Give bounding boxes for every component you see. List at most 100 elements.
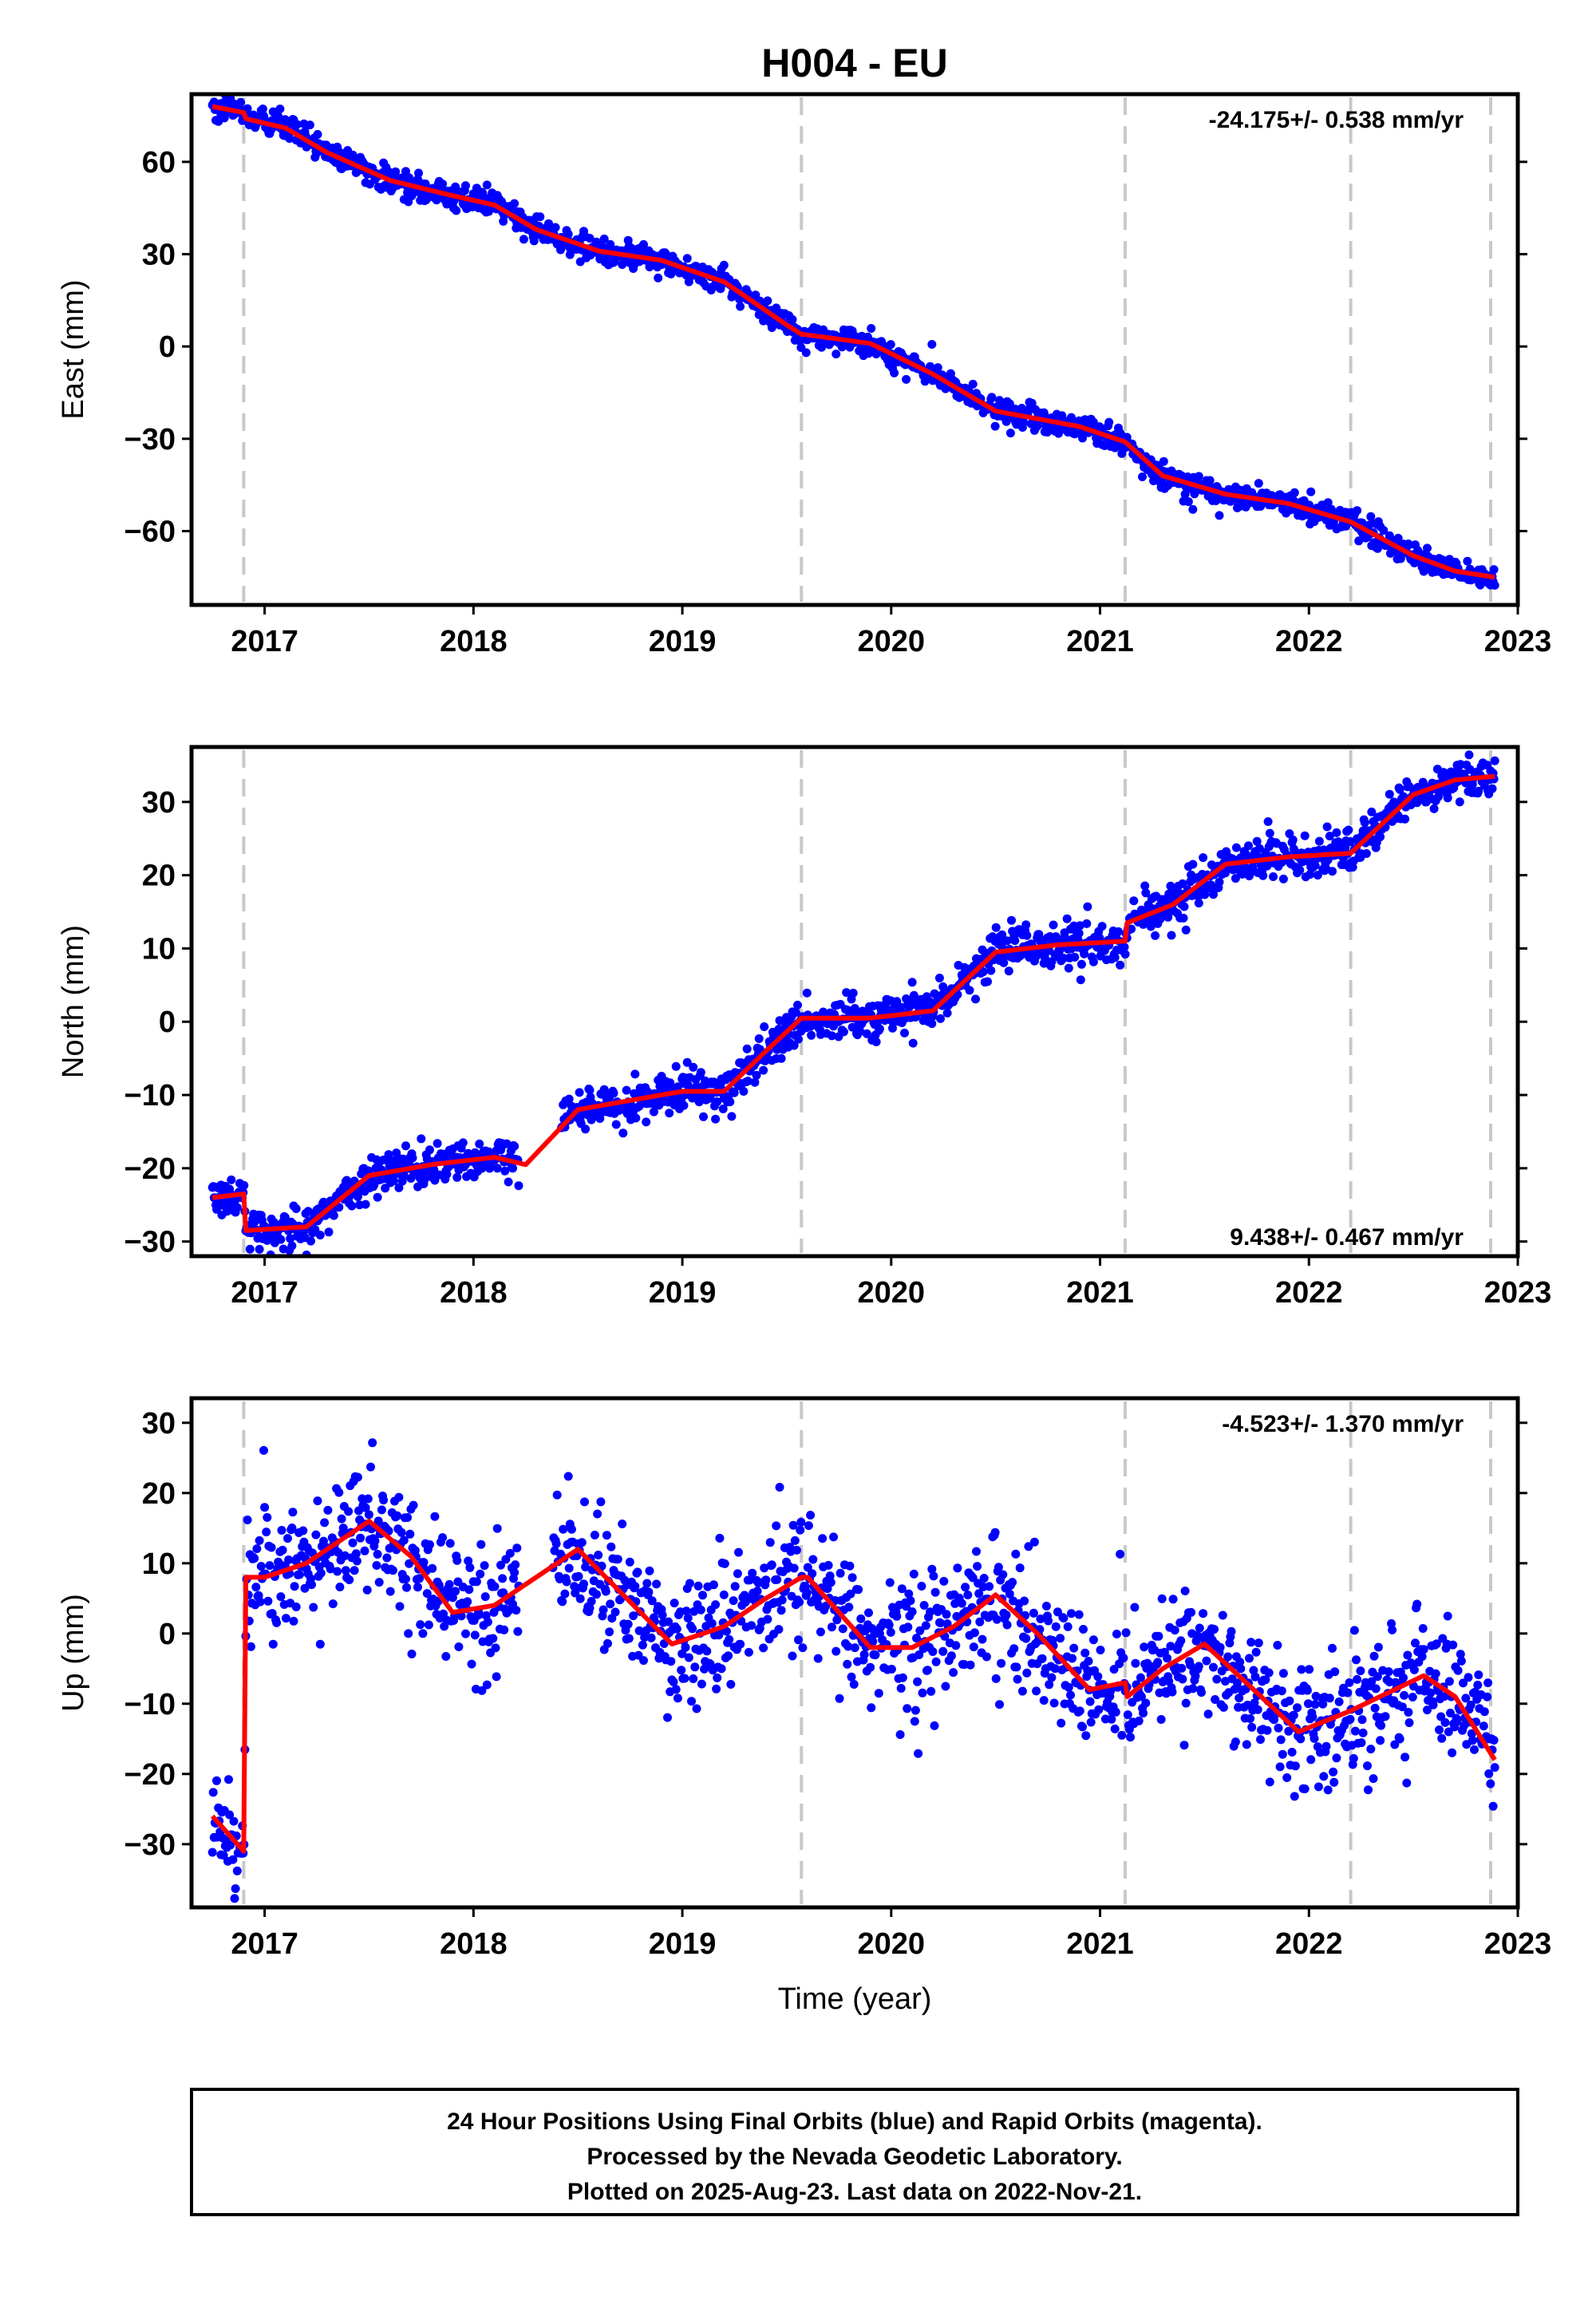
data-point <box>1252 836 1262 846</box>
data-point <box>498 1574 508 1583</box>
data-point <box>792 1545 801 1555</box>
data-point <box>658 1611 667 1620</box>
data-point <box>696 1068 705 1077</box>
data-point <box>796 1525 805 1535</box>
data-point <box>1443 793 1452 803</box>
data-point <box>344 1507 354 1516</box>
data-point <box>826 1578 836 1587</box>
data-point <box>252 1544 262 1554</box>
data-point <box>1275 1762 1285 1772</box>
data-point <box>646 1633 656 1642</box>
data-point <box>1180 1587 1190 1595</box>
data-point <box>634 1626 644 1635</box>
data-point <box>1352 1655 1361 1665</box>
data-point <box>1082 919 1092 928</box>
data-point <box>504 1177 513 1187</box>
data-point <box>551 223 560 232</box>
data-point <box>430 1512 440 1521</box>
data-point <box>844 1603 854 1612</box>
data-point <box>712 1684 721 1694</box>
data-point <box>463 1597 472 1607</box>
data-point <box>281 1614 290 1623</box>
data-point <box>393 1511 402 1520</box>
data-point <box>1344 825 1353 835</box>
data-point <box>642 1117 651 1127</box>
data-point <box>971 994 980 1004</box>
data-point <box>1474 1670 1483 1680</box>
data-point <box>1110 1724 1120 1733</box>
y-axis-label: North (mm) <box>57 925 90 1078</box>
x-tick-label: 2017 <box>231 1927 298 1961</box>
data-point <box>1021 1634 1031 1643</box>
data-point <box>868 1637 878 1646</box>
y-tick-label: 10 <box>142 1547 176 1581</box>
x-tick-label: 2021 <box>1066 625 1134 658</box>
data-point <box>720 1559 729 1568</box>
x-tick-label: 2023 <box>1484 625 1552 658</box>
y-tick-label: 0 <box>159 330 176 364</box>
data-point <box>1409 1665 1419 1674</box>
data-point <box>1157 1594 1167 1603</box>
data-point <box>722 1626 731 1636</box>
data-point <box>998 930 1007 939</box>
data-point <box>1256 1735 1265 1745</box>
data-point <box>464 1585 474 1595</box>
data-point <box>1179 902 1189 911</box>
data-point <box>936 1014 945 1023</box>
data-point <box>1314 836 1324 846</box>
data-point <box>585 1603 595 1613</box>
data-point <box>747 1621 757 1630</box>
data-point <box>963 1591 973 1599</box>
data-point <box>1395 1734 1404 1744</box>
data-point <box>974 1589 984 1599</box>
data-point <box>1151 931 1160 940</box>
data-point <box>1367 1677 1377 1686</box>
data-point <box>259 1445 268 1455</box>
data-point <box>208 1788 218 1797</box>
data-point <box>1328 867 1337 876</box>
data-point <box>510 199 519 208</box>
data-point <box>334 1488 344 1497</box>
data-point <box>1321 1741 1331 1751</box>
data-point <box>802 1588 812 1597</box>
data-point <box>581 1563 591 1571</box>
data-point <box>776 1606 786 1615</box>
data-point <box>609 1089 618 1098</box>
data-point <box>1293 1703 1302 1713</box>
data-point <box>936 1618 945 1628</box>
data-point <box>806 1511 816 1520</box>
data-point <box>465 1563 475 1572</box>
data-point <box>1446 1709 1455 1717</box>
data-point <box>645 1566 654 1575</box>
data-point <box>505 1548 515 1558</box>
data-point <box>1377 1721 1386 1730</box>
x-tick-label: 2022 <box>1275 625 1343 658</box>
data-point <box>1041 1602 1051 1611</box>
data-point <box>927 340 937 349</box>
data-point <box>1385 789 1394 799</box>
data-point <box>1022 1668 1032 1678</box>
data-point <box>1069 1643 1079 1653</box>
data-point <box>260 1503 270 1512</box>
data-point <box>827 1031 836 1041</box>
data-point <box>808 1555 818 1564</box>
data-point <box>1134 1716 1144 1725</box>
data-point <box>1463 556 1472 566</box>
data-point <box>994 1563 1003 1572</box>
data-point <box>736 1639 745 1649</box>
data-point <box>593 1509 602 1519</box>
data-point <box>492 1672 501 1682</box>
data-point <box>1179 1741 1189 1750</box>
data-point <box>859 1650 869 1659</box>
data-point <box>551 1539 561 1548</box>
data-point <box>601 1587 610 1596</box>
data-point <box>1047 1673 1057 1682</box>
data-point <box>929 1571 938 1581</box>
data-point <box>789 1041 799 1050</box>
data-point <box>313 129 322 139</box>
data-point <box>856 1614 866 1623</box>
data-point <box>1278 874 1288 883</box>
data-point <box>1179 913 1188 923</box>
data-point <box>373 1192 382 1202</box>
data-point <box>1195 1623 1204 1633</box>
